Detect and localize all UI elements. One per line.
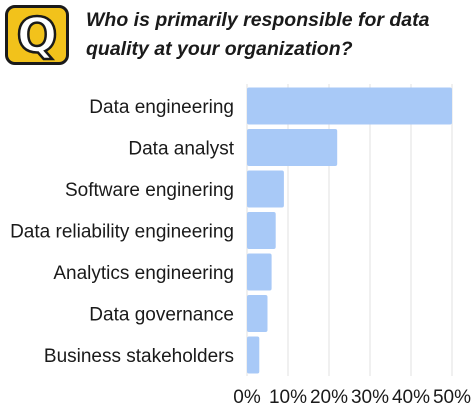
category-label: Analytics engineering: [53, 263, 234, 284]
question-badge-letter: Q: [15, 8, 58, 64]
bars: [247, 87, 452, 374]
category-label: Software enginering: [65, 180, 234, 201]
bar: [247, 129, 338, 166]
bar: [247, 170, 284, 208]
x-tick-label: 10%: [269, 387, 307, 408]
bar: [247, 87, 452, 125]
question-badge: Q: [5, 5, 69, 65]
x-tick-label: 50%: [433, 387, 471, 408]
category-labels: Data engineering Data analyst Software eng…: [10, 97, 235, 367]
grid-lines: [246, 84, 453, 376]
category-label: Data analyst: [128, 139, 234, 160]
category-label: Data reliability engineering: [10, 222, 234, 243]
x-tick-label: 30%: [351, 387, 389, 408]
bar: [247, 253, 272, 291]
category-label: Data engineering: [89, 97, 234, 118]
bar: [247, 212, 276, 249]
category-label: Business stakeholders: [44, 346, 234, 367]
x-axis-ticks: 0% 10% 20% 30% 40% 50%: [233, 387, 471, 408]
category-label: Data governance: [89, 305, 234, 326]
x-tick-label: 40%: [392, 387, 430, 408]
question-title: Who is primarily responsible for data qu…: [86, 9, 430, 60]
x-tick-label: 0%: [233, 387, 261, 408]
bar: [247, 295, 268, 332]
bar: [247, 336, 260, 374]
x-tick-label: 20%: [310, 387, 348, 408]
